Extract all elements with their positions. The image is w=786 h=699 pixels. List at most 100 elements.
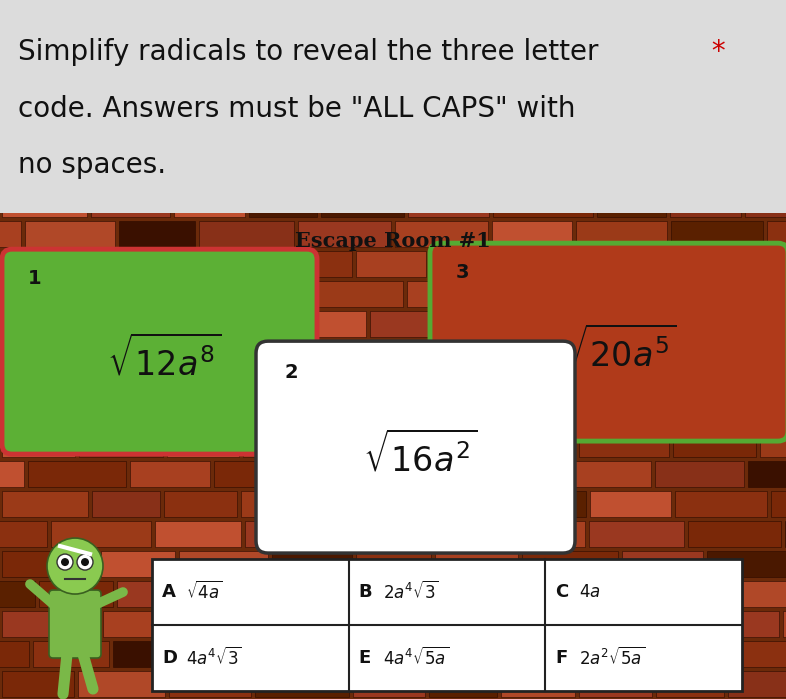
Bar <box>424 521 513 547</box>
Bar <box>612 611 684 637</box>
Bar <box>116 281 207 307</box>
Bar <box>0 401 40 427</box>
Bar <box>492 221 572 247</box>
Bar <box>249 192 317 217</box>
Bar <box>155 521 241 547</box>
Bar <box>0 461 24 487</box>
Bar <box>349 371 419 397</box>
Bar <box>566 311 645 337</box>
Bar <box>622 551 703 577</box>
Bar <box>656 671 724 697</box>
Bar <box>164 491 237 517</box>
FancyBboxPatch shape <box>2 249 317 454</box>
Bar <box>466 311 562 337</box>
Bar <box>642 401 718 427</box>
Text: $\sqrt{20a^5}$: $\sqrt{20a^5}$ <box>562 326 676 374</box>
Bar <box>707 551 786 577</box>
Bar <box>670 192 741 217</box>
Bar <box>760 431 786 457</box>
Bar <box>25 221 115 247</box>
Text: 3: 3 <box>456 264 469 282</box>
Bar <box>646 581 726 607</box>
Bar <box>367 641 442 667</box>
FancyBboxPatch shape <box>256 341 575 553</box>
Bar <box>117 581 192 607</box>
Bar <box>2 251 92 278</box>
Bar <box>241 491 320 517</box>
Bar <box>2 491 88 517</box>
Bar <box>501 671 575 697</box>
Bar <box>589 521 684 547</box>
Bar <box>395 221 488 247</box>
Bar <box>430 251 529 278</box>
Text: B: B <box>358 583 373 601</box>
Bar <box>214 461 308 487</box>
Bar <box>0 641 29 667</box>
Text: $\sqrt{16a^2}$: $\sqrt{16a^2}$ <box>363 431 478 479</box>
Bar <box>356 551 431 577</box>
Bar <box>550 641 621 667</box>
Bar <box>2 311 92 337</box>
Text: D: D <box>162 649 177 667</box>
Bar <box>298 221 391 247</box>
Bar <box>726 251 786 278</box>
Bar <box>745 192 786 217</box>
Bar <box>2 371 79 397</box>
Bar <box>688 371 761 397</box>
Circle shape <box>61 558 69 566</box>
Bar <box>2 611 99 637</box>
Bar <box>525 611 608 637</box>
Bar <box>579 671 652 697</box>
Text: $\sqrt{4a}$: $\sqrt{4a}$ <box>186 581 222 603</box>
Bar <box>597 192 666 217</box>
Bar <box>649 311 719 337</box>
Bar <box>563 461 651 487</box>
Bar <box>407 281 503 307</box>
Bar <box>286 401 373 427</box>
Bar <box>43 341 134 367</box>
Text: 1: 1 <box>28 269 42 288</box>
Bar <box>370 311 462 337</box>
Bar <box>272 551 352 577</box>
Bar <box>2 192 87 217</box>
Bar <box>675 491 767 517</box>
Bar <box>152 559 742 691</box>
Text: C: C <box>556 583 568 601</box>
Bar <box>167 431 239 457</box>
Bar <box>681 281 770 307</box>
Bar <box>2 551 97 577</box>
Bar <box>435 551 518 577</box>
Bar <box>688 521 781 547</box>
Bar <box>236 341 323 367</box>
Bar <box>671 221 763 247</box>
Bar <box>522 551 618 577</box>
Bar <box>728 671 786 697</box>
Bar <box>446 641 546 667</box>
Bar <box>96 311 184 337</box>
Bar <box>377 401 462 427</box>
Bar <box>243 431 313 457</box>
Bar <box>113 641 181 667</box>
Bar <box>138 341 232 367</box>
Bar <box>127 401 203 427</box>
Circle shape <box>57 554 73 570</box>
Bar <box>196 581 269 607</box>
Bar <box>523 371 600 397</box>
Bar <box>553 401 638 427</box>
Bar <box>169 671 251 697</box>
Bar <box>338 521 420 547</box>
Bar <box>177 611 266 637</box>
Bar <box>0 581 35 607</box>
Bar <box>625 641 712 667</box>
Bar <box>488 341 558 367</box>
Bar <box>255 671 349 697</box>
Bar <box>439 611 521 637</box>
Bar <box>688 611 779 637</box>
Bar <box>317 431 412 457</box>
Bar <box>423 371 519 397</box>
Text: *: * <box>703 38 725 66</box>
Bar <box>748 461 786 487</box>
Bar <box>324 491 397 517</box>
Bar <box>79 431 163 457</box>
Text: $2a^4\sqrt{3}$: $2a^4\sqrt{3}$ <box>383 581 439 603</box>
